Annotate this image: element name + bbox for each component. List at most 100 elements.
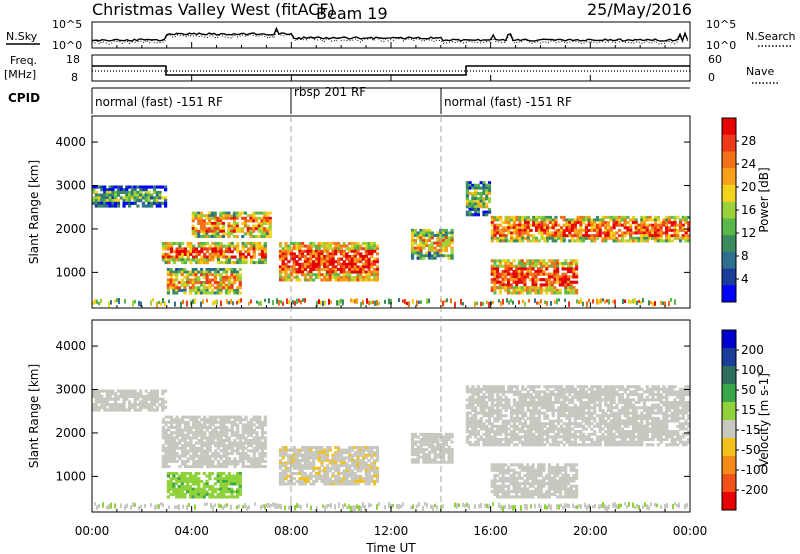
power-cell [334,268,338,271]
power-cell [348,249,352,253]
velocity-cell [551,385,555,389]
velocity-cell [181,452,185,456]
power-cell [517,259,521,263]
velocity-cell [181,436,185,440]
power-cell [194,268,198,271]
velocity-cell [559,387,564,391]
power-cell [554,218,558,222]
power-cell [618,223,622,227]
power-cell [219,281,223,285]
power-cell [348,257,352,261]
velocity-cell [562,430,566,434]
velocity-cell [348,466,352,470]
power-region-2 [191,211,272,238]
power-cell [496,270,500,274]
power-cell [238,255,243,259]
power-cell [465,181,469,185]
power-cell [520,278,524,282]
power-cell [133,185,137,189]
power-cell [189,250,193,254]
power-cell [210,227,214,231]
velocity-cell [416,458,420,462]
power-cell [205,286,209,290]
power-cell [606,215,611,219]
power-cell [278,255,283,258]
velocity-cell [263,446,267,450]
power-cell [191,278,195,282]
power-cell [244,244,248,248]
power-cell [337,268,341,271]
velocity-cell [144,403,148,407]
power-cell [172,270,176,274]
velocity-cell [559,419,564,423]
velocity-cell [537,398,541,402]
velocity-cell [325,477,330,481]
velocity-cell [325,453,330,457]
velocity-cell [334,466,338,470]
power-cell [450,254,454,258]
velocity-cell [436,460,440,464]
power-cell [216,242,220,246]
velocity-cell [348,453,352,457]
velocity-cell [334,451,338,455]
velocity-cell [219,465,223,469]
power-cell [301,270,305,274]
power-cell [587,215,591,219]
power-cell [284,275,288,279]
power-cell [528,278,532,282]
power-cell [375,260,379,264]
power-cell [342,249,346,253]
velocity-cell [442,455,446,459]
power-cell [517,286,521,290]
velocity-cell [258,441,262,445]
velocity-cell [410,453,415,457]
velocity-cell [479,438,483,441]
velocity-cell [94,397,98,401]
power-cell [501,278,505,282]
power-cell [320,260,324,264]
power-cell [367,273,371,277]
power-cell [224,278,229,282]
power-cell [559,226,564,230]
power-cell [213,275,217,279]
velocity-cell [233,441,237,445]
velocity-cell [183,492,187,496]
power-cell [281,257,285,261]
velocity-cell [512,430,516,434]
power-cell [572,275,576,279]
velocity-cell [238,454,243,458]
power-cell [593,226,597,230]
power-cell [537,239,541,243]
velocity-cell [227,439,232,442]
power-cell [564,259,568,263]
velocity-cell [202,492,206,496]
power-cell [235,235,239,238]
velocity-cell [292,451,296,455]
velocity-cell [364,448,368,452]
velocity-cell [183,446,187,450]
velocity-cell [568,430,572,434]
velocity-cell [447,458,451,462]
power-cell [328,275,332,279]
velocity-cell [219,436,223,440]
power-cell [128,199,132,203]
power-cell [216,273,220,277]
velocity-cell [487,440,492,444]
power-cell [345,278,349,282]
velocity-cell [227,495,231,499]
velocity-cell [170,436,174,440]
velocity-cell [249,459,254,463]
power-cell [139,199,143,203]
velocity-cell [252,423,256,427]
velocity-cell [172,436,176,440]
velocity-cell [128,405,132,409]
power-cell [320,249,324,253]
power-cell [561,283,565,287]
velocity-cell [309,482,313,486]
power-cell [474,199,478,203]
power-cell [540,226,544,230]
velocity-cell [94,403,98,407]
velocity-cell [546,416,550,420]
velocity-cell [546,422,550,426]
velocity-cell [568,443,572,447]
